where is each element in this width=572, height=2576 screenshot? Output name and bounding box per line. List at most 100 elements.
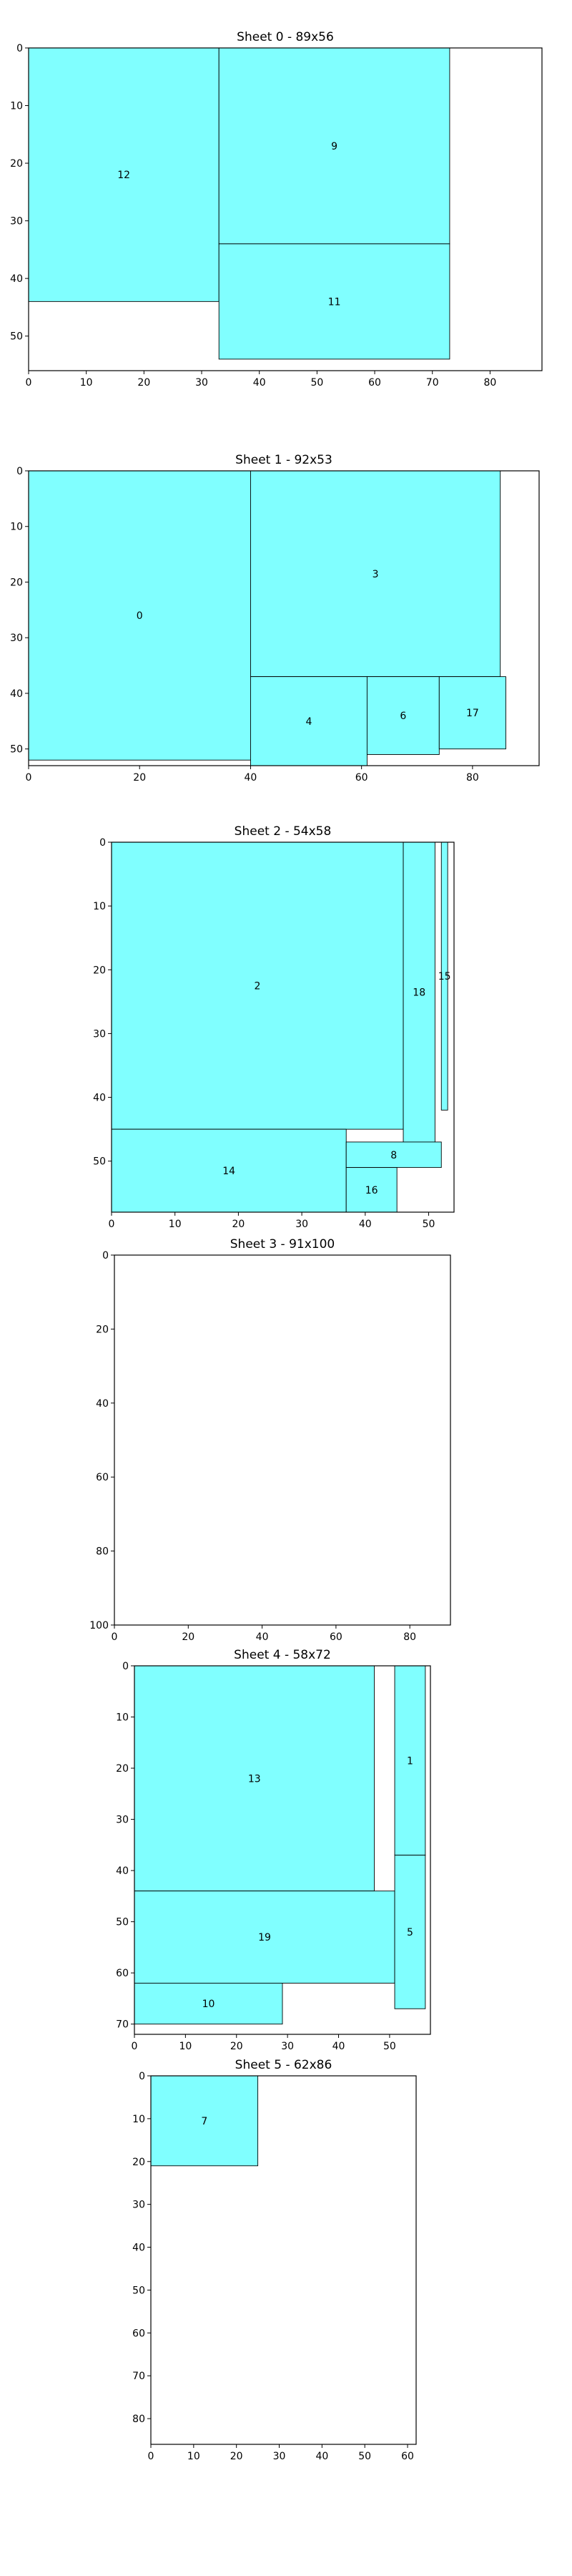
- sheet-0-ytick-label: 30: [10, 216, 23, 228]
- sheet-2-ytick-label: 30: [93, 1028, 106, 1040]
- sheet-5-ytick-label: 70: [132, 2371, 145, 2382]
- sheet-2-xtick-label: 10: [169, 1219, 182, 1230]
- sheet-0-ytick-label: 20: [10, 158, 23, 170]
- sheet-4-piece-13: [134, 1665, 375, 1892]
- sheet-1-ytick-label: 20: [10, 577, 23, 588]
- sheet-0-ytick-label: 50: [10, 331, 23, 343]
- sheet-3-xtick-label: 60: [330, 1631, 342, 1643]
- sheet-1-title: Sheet 1 - 92x53: [235, 453, 332, 467]
- sheet-2-piece-16: [345, 1167, 398, 1213]
- sheet-5-piece-label-7: 7: [201, 2116, 207, 2127]
- sheet-4-piece-label-5: 5: [407, 1927, 413, 1938]
- sheet-1-xtick-label: 20: [133, 772, 146, 784]
- sheet-1-axes-frame: [28, 470, 540, 766]
- sheet-1-xtick-label: 80: [466, 772, 479, 784]
- sheet-3-ytick-label: 0: [102, 1250, 109, 1262]
- sheet-1-xtick-label: 0: [26, 772, 32, 784]
- sheet-5-ytick-label: 60: [132, 2328, 145, 2339]
- sheet-3-xtick-label: 80: [403, 1631, 416, 1643]
- sheet-4-ytick-label: 50: [116, 1917, 129, 1928]
- sheet-5-ytick-label: 20: [132, 2157, 145, 2168]
- sheet-5-title: Sheet 5 - 62x86: [235, 2058, 332, 2072]
- sheet-0-xtick-label: 50: [310, 377, 323, 389]
- sheet-4-piece-label-19: 19: [258, 1932, 271, 1943]
- sheet-0-ytick-label: 40: [10, 273, 23, 285]
- sheet-3-xtick-label: 20: [182, 1631, 194, 1643]
- sheet-2-piece-2: [111, 841, 404, 1130]
- sheet-3-title: Sheet 3 - 91x100: [230, 1237, 335, 1252]
- sheet-0-xtick-label: 70: [426, 377, 439, 389]
- sheet-4-ytick-label: 30: [116, 1815, 129, 1826]
- sheet-2-axes-frame: [111, 841, 455, 1213]
- sheet-4-ytick-label: 60: [116, 1968, 129, 1979]
- sheet-0-piece-label-12: 12: [117, 170, 130, 181]
- sheet-1-ytick-label: 10: [10, 522, 23, 533]
- sheet-1-ytick-label: 50: [10, 744, 23, 756]
- sheet-0-xtick-label: 60: [368, 377, 381, 389]
- sheet-1-xtick-label: 60: [355, 772, 368, 784]
- sheet-4-xtick-label: 20: [230, 2041, 243, 2052]
- sheet-5-xtick-label: 10: [187, 2451, 200, 2462]
- sheet-0-axes-frame: [28, 47, 543, 371]
- sheet-0-piece-label-9: 9: [331, 141, 337, 152]
- sheet-2-ytick-label: 40: [93, 1093, 106, 1104]
- sheet-5-ytick-label: 0: [139, 2071, 145, 2082]
- sheet-2-piece-label-8: 8: [390, 1150, 397, 1161]
- sheet-4-ytick-label: 70: [116, 2019, 129, 2031]
- sheet-2-xtick-label: 20: [232, 1219, 245, 1230]
- sheet-1-piece-4: [250, 676, 368, 766]
- sheet-2-piece-label-15: 15: [438, 971, 451, 982]
- sheet-4-ytick-label: 0: [122, 1661, 129, 1672]
- sheet-1-ytick-label: 0: [16, 466, 23, 477]
- sheet-0-ytick-label: 10: [10, 101, 23, 112]
- sheet-5-ytick-label: 80: [132, 2414, 145, 2425]
- sheet-3-ytick-label: 60: [96, 1472, 109, 1483]
- sheet-0-xtick-label: 20: [137, 377, 150, 389]
- sheet-2-piece-14: [111, 1128, 347, 1213]
- sheet-1-piece-label-3: 3: [373, 569, 379, 580]
- sheet-1-piece-6: [366, 676, 440, 755]
- sheet-2-piece-18: [403, 841, 435, 1143]
- sheet-0-title: Sheet 0 - 89x56: [237, 30, 334, 44]
- sheet-5-ytick-label: 30: [132, 2200, 145, 2211]
- sheet-3-ytick-label: 100: [89, 1620, 109, 1631]
- sheet-4-title: Sheet 4 - 58x72: [234, 1648, 331, 1662]
- sheet-4-piece-label-13: 13: [248, 1773, 261, 1785]
- sheet-0-piece-11: [218, 243, 450, 360]
- sheet-4-xtick-label: 0: [132, 2041, 138, 2052]
- sheet-2-ytick-label: 20: [93, 965, 106, 976]
- sheet-5-piece-7: [150, 2075, 259, 2167]
- sheet-4-xtick-label: 10: [179, 2041, 192, 2052]
- sheet-3-ytick-label: 20: [96, 1324, 109, 1335]
- sheet-3-axes-frame: [114, 1254, 451, 1626]
- sheet-0-xtick-label: 10: [80, 377, 93, 389]
- sheet-5-axes-frame: [150, 2075, 417, 2445]
- sheet-5-ytick-label: 10: [132, 2114, 145, 2125]
- sheet-5-xtick-label: 50: [358, 2451, 371, 2462]
- sheet-2-xtick-label: 0: [109, 1219, 115, 1230]
- sheet-2-title: Sheet 2 - 54x58: [235, 824, 332, 839]
- sheet-3-ytick-label: 80: [96, 1546, 109, 1558]
- sheet-4-ytick-label: 40: [116, 1865, 129, 1877]
- sheet-4-xtick-label: 30: [281, 2041, 294, 2052]
- sheet-2-ytick-label: 50: [93, 1156, 106, 1168]
- sheet-5-ytick-label: 50: [132, 2285, 145, 2296]
- sheet-5-ytick-label: 40: [132, 2243, 145, 2254]
- sheet-1-piece-label-4: 4: [305, 716, 312, 728]
- sheet-4-ytick-label: 10: [116, 1712, 129, 1724]
- sheet-5-xtick-label: 40: [315, 2451, 328, 2462]
- sheet-2-xtick-label: 30: [295, 1219, 308, 1230]
- sheet-2-piece-8: [345, 1141, 442, 1169]
- sheet-4-piece-5: [394, 1855, 426, 2009]
- sheet-0-piece-label-11: 11: [328, 296, 341, 308]
- sheet-4-piece-label-10: 10: [202, 1999, 215, 2010]
- sheet-4-axes-frame: [134, 1665, 431, 2035]
- sheet-2-piece-label-14: 14: [222, 1166, 235, 1177]
- sheet-3-ytick-label: 40: [96, 1398, 109, 1410]
- sheet-5-xtick-label: 60: [401, 2451, 414, 2462]
- sheet-5-xtick-label: 0: [148, 2451, 154, 2462]
- sheet-3-xtick-label: 40: [256, 1631, 269, 1643]
- sheet-1-ytick-label: 30: [10, 633, 23, 644]
- sheet-1-piece-label-0: 0: [137, 610, 143, 622]
